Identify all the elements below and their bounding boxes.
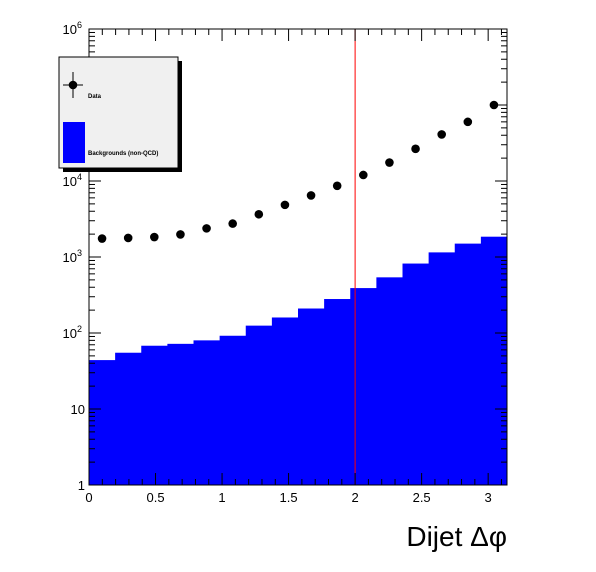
background-bar <box>454 243 482 485</box>
background-bar <box>219 335 247 485</box>
y-tick-label: 10 <box>63 326 77 341</box>
data-point <box>176 230 185 239</box>
data-point <box>489 100 499 110</box>
y-tick-label: 10 <box>63 174 77 189</box>
y-tick-label: 10 <box>71 402 85 417</box>
data-point <box>306 191 316 200</box>
data-point <box>359 170 368 180</box>
y-tick-label: 10 <box>63 250 77 265</box>
data-point <box>202 224 211 233</box>
y-tick-exponent: 2 <box>77 324 82 334</box>
background-bar <box>167 343 194 485</box>
x-tick-label: 0.5 <box>146 490 164 505</box>
x-tick-label: 1 <box>218 490 225 505</box>
data-point <box>332 181 342 191</box>
legend-data-marker <box>68 80 78 90</box>
data-point <box>437 130 446 139</box>
background-bar <box>298 308 325 485</box>
data-point <box>463 117 473 127</box>
x-tick-label: 3 <box>485 490 492 505</box>
background-bar <box>245 325 273 485</box>
y-tick-exponent: 4 <box>77 172 82 182</box>
data-point <box>150 232 159 242</box>
y-tick-exponent: 3 <box>77 248 82 258</box>
data-point <box>385 158 394 167</box>
background-bar <box>480 236 508 485</box>
background-bar <box>271 317 299 485</box>
background-bar <box>193 340 221 485</box>
background-bar <box>428 252 456 485</box>
y-tick-label: 10 <box>63 22 77 37</box>
x-tick-label: 2.5 <box>413 490 431 505</box>
x-tick-label: 0 <box>85 490 92 505</box>
data-point <box>411 144 420 154</box>
legend-label-background: Backgrounds (non-QCD) <box>88 151 158 157</box>
legend-label-data: Data <box>88 94 102 100</box>
background-bar <box>350 288 377 485</box>
data-point <box>97 234 107 243</box>
background-bar <box>89 360 116 485</box>
x-tick-label: 1.5 <box>280 490 298 505</box>
legend-background-swatch <box>63 122 85 163</box>
background-bar <box>141 345 168 485</box>
data-point <box>254 209 264 219</box>
y-tick-label: 1 <box>78 478 85 493</box>
data-point <box>228 219 237 228</box>
background-bar <box>324 299 351 485</box>
y-tick-exponent: 6 <box>77 20 82 30</box>
background-bar <box>402 263 430 485</box>
x-axis-label: Dijet Δφ <box>406 521 507 552</box>
x-tick-label: 2 <box>351 490 358 505</box>
background-bar <box>376 277 403 485</box>
data-point <box>123 233 133 243</box>
data-point <box>280 200 290 210</box>
background-bar <box>115 352 142 485</box>
